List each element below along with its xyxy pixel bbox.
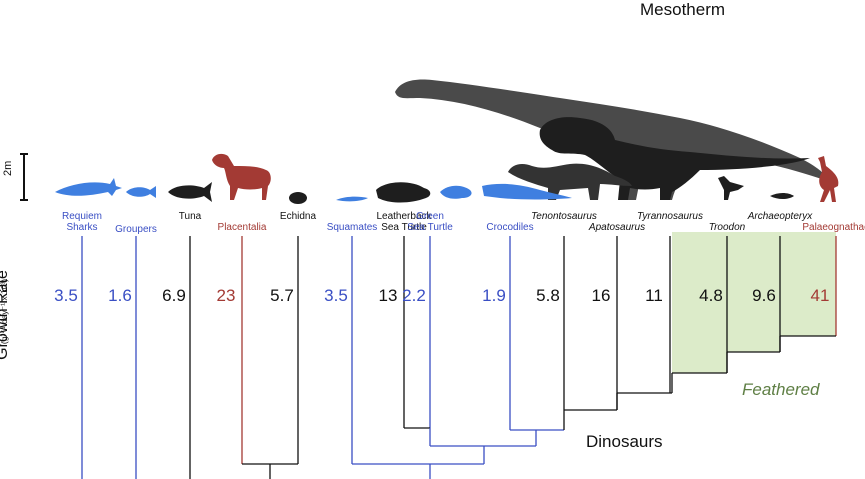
tenontosaurus-silhouette: [508, 163, 632, 200]
taxon-label: Crocodiles: [486, 222, 534, 233]
taxon-label: Apatosaurus: [588, 222, 646, 233]
taxon-label: Tyrannosaurus: [637, 211, 703, 222]
growth-rate-value: 5.8: [536, 286, 560, 305]
taxon-label: Echidna: [279, 211, 317, 222]
taxon-label: Troodon: [708, 222, 746, 233]
figure-title: Mesotherm: [640, 0, 726, 19]
taxon-label: Groupers: [115, 224, 157, 235]
growth-rate-value: 11: [645, 286, 663, 305]
growth-rate-value: 1.6: [108, 286, 132, 305]
taxon-label: Palaeognathae: [802, 222, 865, 233]
taxon-label: Tenontosaurus: [531, 211, 597, 222]
taxon-label: Archaeopteryx: [747, 211, 813, 222]
growth-rate-value: 6.9: [162, 286, 186, 305]
taxon-label-line2: Sea Turtle: [381, 222, 427, 233]
taxon-label: Tuna: [178, 211, 202, 222]
growth-rate-value: 23: [216, 286, 236, 305]
ostrich-silhouette: [818, 156, 839, 202]
feathered-region: [672, 232, 836, 373]
growth-rate-value: 4.8: [699, 286, 723, 305]
growth-rate-value: 41: [810, 286, 830, 305]
crocodile-silhouette: [482, 183, 572, 200]
taxon-label: Placentalia: [217, 222, 267, 233]
taxon-label: Squamates: [326, 222, 378, 233]
taxon-label-line2: Sharks: [66, 222, 98, 233]
grouper-silhouette: [126, 186, 156, 198]
growth-rate-value: 13: [378, 286, 398, 305]
growth-rate-value: 16: [591, 286, 611, 305]
growth-rate-value: 3.5: [54, 286, 78, 305]
axis-unit: (g¹ᐟ⁴ day⁻¹ x 10³): [0, 278, 10, 345]
scale-bar: [20, 153, 28, 201]
scale-label: 2m: [2, 160, 14, 176]
taxon-label: Requiem: [61, 211, 103, 222]
growth-rate-value: 1.9: [482, 286, 506, 305]
green-turtle-silhouette: [440, 185, 472, 199]
growth-rate-value: 3.5: [324, 286, 348, 305]
feathered-label: Feathered: [742, 380, 820, 399]
troodon-silhouette: [718, 176, 744, 200]
growth-rate-value: 9.6: [752, 286, 776, 305]
growth-rate-value: 5.7: [270, 286, 294, 305]
squamate-silhouette: [336, 196, 368, 202]
taxon-label: Leatherback: [376, 211, 432, 222]
echidna-silhouette: [289, 192, 307, 204]
tyrannosaurus-silhouette: [539, 117, 810, 200]
dinosaurs-label: Dinosaurs: [586, 432, 663, 451]
leatherback-silhouette: [376, 182, 431, 203]
taxon-label-line2: Sea Turtle: [407, 222, 453, 233]
horse-silhouette: [212, 153, 271, 200]
shark-silhouette: [55, 178, 122, 196]
archaeopteryx-silhouette: [770, 193, 794, 199]
growth-rate-value: 2.2: [402, 286, 426, 305]
tuna-silhouette: [168, 182, 212, 202]
taxon-label: Green: [416, 211, 444, 222]
